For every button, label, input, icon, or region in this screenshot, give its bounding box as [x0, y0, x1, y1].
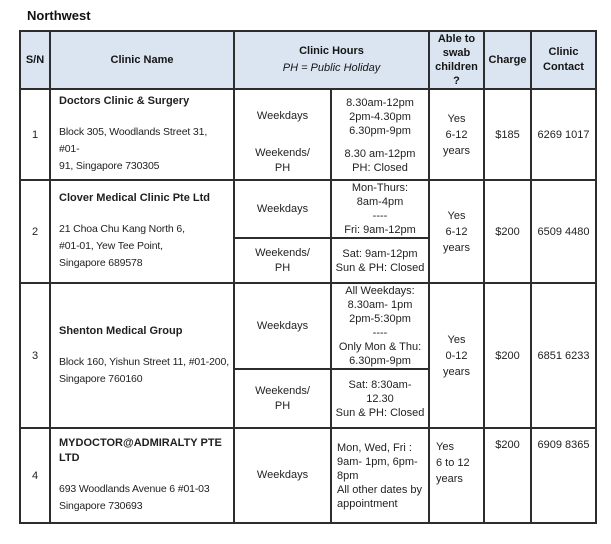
clinic-table: S/N Clinic Name Clinic Hours PH = Public… [19, 30, 597, 524]
header-clinic-hours: Clinic Hours PH = Public Holiday [233, 30, 430, 90]
clinic-name: Clover Medical Clinic Pte Ltd [59, 192, 210, 204]
clinic-address: Block 305, Woodlands Street 31, #01- 91,… [59, 126, 208, 172]
hours-period-label: Weekdays [233, 179, 332, 239]
clinic-name-cell: Clover Medical Clinic Pte Ltd 21 Choa Chu… [49, 179, 235, 284]
sn-cell: 1 [19, 88, 51, 181]
header-clinic-name: Clinic Name [49, 30, 235, 90]
swab-cell: Yes 0-12 years [428, 282, 485, 429]
clinic-address: 693 Woodlands Avenue 6 #01-03 Singapore … [59, 483, 210, 512]
header-swab: Able to swab children ? [428, 30, 485, 90]
clinic-row: 3 Shenton Medical Group Block 160, Yishun … [19, 282, 597, 429]
hours-period-label: Weekends/ PH [233, 368, 332, 429]
table-body: 1 Doctors Clinic & Surgery Block 305, Wood… [19, 88, 597, 524]
hours-detail: Sat: 8:30am- 12.30 Sun & PH: Closed [330, 368, 430, 429]
hours-period-label: Weekdays [233, 282, 332, 370]
clinic-row-weekend-subrow: Weekends/ PH Sat: 9am-12pm Sun & PH: Clos… [20, 237, 596, 284]
header-sn: S/N [19, 30, 51, 90]
clinic-name: MYDOCTOR@ADMIRALTY PTE LTD [59, 437, 222, 464]
clinic-row: 1 Doctors Clinic & Surgery Block 305, Wood… [19, 88, 597, 181]
charge-cell: $200 [483, 282, 532, 429]
hours-detail: Mon-Thurs: 8am-4pm ---- Fri: 9am-12pm [330, 179, 430, 239]
clinic-row: 2 Clover Medical Clinic Pte Ltd 21 Choa Ch… [19, 179, 597, 284]
contact-cell: 6269 1017 [530, 88, 597, 181]
hours-detail: All Weekdays: 8.30am- 1pm 2pm-5:30pm ---… [330, 282, 430, 370]
contact-cell: 6909 8365 [530, 427, 597, 524]
contact-cell: 6851 6233 [530, 282, 597, 429]
hours-period-label: Weekends/ PH [233, 237, 332, 284]
charge-cell: $200 [483, 427, 532, 524]
header-charge: Charge [483, 30, 532, 90]
hours-detail: 8.30am-12pm 2pm-4.30pm 6.30pm-9pm [330, 88, 430, 144]
header-contact: Clinic Contact [530, 30, 597, 90]
clinic-name: Doctors Clinic & Surgery [59, 95, 190, 107]
hours-detail: Sat: 9am-12pm Sun & PH: Closed [330, 237, 430, 284]
sn-cell: 4 [19, 427, 51, 524]
hours-detail: Mon, Wed, Fri : 9am- 1pm, 6pm- 8pm All o… [330, 427, 430, 524]
clinic-name-cell: Doctors Clinic & Surgery Block 305, Woodl… [49, 88, 235, 181]
table-header: S/N Clinic Name Clinic Hours PH = Public… [19, 30, 597, 90]
clinic-address: 21 Choa Chu Kang North 6, #01-01, Yew Te… [59, 223, 185, 269]
contact-cell: 6509 4480 [530, 179, 597, 284]
swab-cell: Yes 6 to 12 years [428, 427, 485, 524]
swab-cell: Yes 6-12 years [428, 179, 485, 284]
clinic-name: Shenton Medical Group [59, 324, 183, 337]
hours-period-label: Weekdays [233, 427, 332, 524]
swab-cell: Yes 6-12 years [428, 88, 485, 181]
header-ph-note: PH = Public Holiday [282, 62, 381, 74]
header-clinic-hours-title: Clinic Hours [299, 45, 364, 57]
sn-cell: 3 [19, 282, 51, 429]
page-title: Northwest [27, 8, 91, 23]
clinic-name-cell: MYDOCTOR@ADMIRALTY PTE LTD 693 Woodlands … [49, 427, 235, 524]
hours-detail: 8.30 am-12pm PH: Closed [330, 143, 430, 182]
charge-cell: $185 [483, 88, 532, 181]
clinic-row: 4 MYDOCTOR@ADMIRALTY PTE LTD 693 Woodlands… [19, 427, 597, 524]
hours-period-label: Weekends/ PH [233, 143, 332, 182]
sn-cell: 2 [19, 179, 51, 284]
charge-cell: $200 [483, 179, 532, 284]
hours-period-label: Weekdays [233, 88, 332, 144]
clinic-row-weekend-subrow: Weekends/ PH Sat: 8:30am- 12.30 Sun & PH:… [20, 368, 596, 429]
clinic-name-cell: Shenton Medical Group Block 160, Yishun S… [49, 282, 235, 429]
clinic-address: Block 160, Yishun Street 11, #01-200, Si… [59, 355, 229, 385]
clinic-row-weekend-subrow: Weekends/ PH 8.30 am-12pm PH: Closed [20, 143, 596, 182]
